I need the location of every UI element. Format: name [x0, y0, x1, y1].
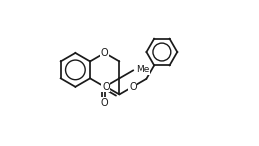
Text: O: O [102, 82, 110, 92]
Text: O: O [101, 98, 109, 108]
Text: Me: Me [136, 65, 149, 74]
Text: O: O [101, 48, 109, 58]
Text: O: O [129, 82, 137, 92]
